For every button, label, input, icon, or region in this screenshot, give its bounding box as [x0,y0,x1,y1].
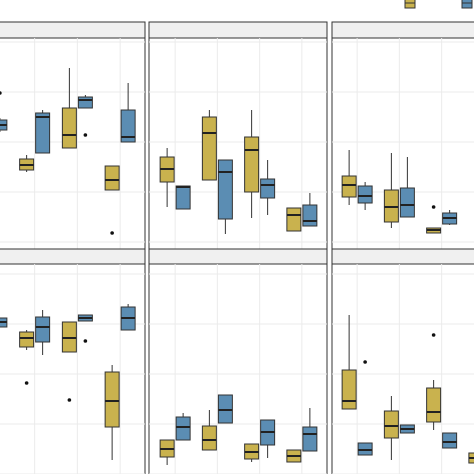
box [19,331,35,348]
outlier [83,339,88,343]
strip [331,248,474,265]
outlier [363,360,367,364]
box [201,116,217,181]
outlier [83,133,88,137]
box [244,136,260,193]
box [104,371,120,428]
box [426,387,442,423]
box [383,410,399,439]
box [286,207,302,232]
box [442,432,458,449]
box [302,204,318,227]
box [341,369,357,410]
box [35,112,51,154]
box [260,178,276,199]
box [120,109,136,143]
box [61,107,77,149]
outlier [24,381,29,385]
strip [148,21,328,39]
panel [0,248,146,474]
outlier [110,231,114,235]
outlier [431,205,436,209]
box [302,426,318,452]
box [77,96,93,109]
box [217,159,233,220]
strip [331,21,474,39]
outlier [431,333,436,337]
strip [0,21,146,39]
legend-key [404,0,416,9]
box [341,175,357,198]
box [104,165,120,191]
box [357,185,373,204]
box [399,187,415,218]
legend-key [461,0,473,9]
box [175,416,191,441]
strip [148,248,328,265]
box [201,425,217,451]
box [175,185,191,210]
outlier [0,91,2,95]
outlier [67,398,72,402]
box [35,316,51,343]
strip [0,248,146,265]
